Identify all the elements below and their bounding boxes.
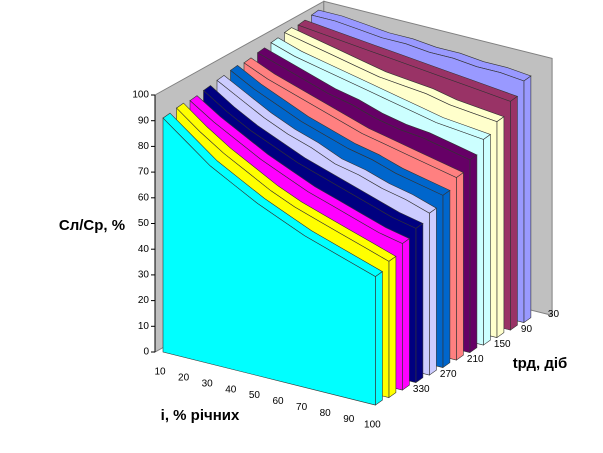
x-tick-label: 70	[296, 402, 308, 413]
y-tick-label: 70	[138, 167, 150, 178]
y-tick-label: 60	[138, 192, 150, 203]
x-tick-label: 50	[249, 390, 261, 401]
slab-side	[442, 189, 451, 369]
z-tick-label: 30	[548, 309, 560, 320]
z-tick-label: 210	[467, 354, 484, 365]
y-tick-label: 0	[143, 347, 149, 358]
x-tick-label: 80	[320, 408, 332, 419]
slab-side	[483, 133, 491, 346]
y-tick-label: 90	[138, 115, 150, 126]
y-tick-label: 30	[138, 270, 150, 281]
slab-side	[375, 271, 383, 406]
slab-side	[415, 222, 424, 384]
y-tick-label: 80	[138, 141, 150, 152]
z-tick-label: 330	[413, 384, 430, 395]
z-tick-label: 90	[521, 324, 533, 335]
slab-side	[523, 75, 532, 324]
y-tick-label: 50	[138, 218, 150, 229]
x-axis-title: і, % річних	[161, 407, 240, 424]
y-axis-title: Cл/Cр, %	[59, 217, 125, 234]
x-tick-label: 30	[202, 378, 214, 389]
y-tick-label: 20	[138, 295, 150, 306]
slab-front	[162, 117, 376, 406]
slab-side	[402, 238, 410, 391]
y-tick-label: 10	[138, 321, 150, 332]
y-tick-label: 100	[132, 90, 149, 101]
slab-side	[496, 116, 505, 339]
x-tick-label: 40	[225, 384, 237, 395]
x-tick-label: 60	[272, 396, 284, 407]
slab-side	[510, 95, 518, 331]
x-tick-label: 20	[178, 373, 190, 384]
z-tick-label: 270	[440, 369, 457, 380]
x-tick-label: 10	[154, 367, 166, 378]
z-tick-label: 150	[494, 339, 511, 350]
z-axis-title: tрд, діб	[513, 355, 568, 372]
x-tick-label: 90	[343, 414, 355, 425]
x-tick-label: 100	[364, 420, 381, 431]
y-tick-label: 40	[138, 244, 150, 255]
slab-side	[429, 207, 437, 376]
slab-side	[388, 255, 397, 399]
slab-side	[456, 172, 464, 361]
slab-side	[469, 154, 478, 354]
